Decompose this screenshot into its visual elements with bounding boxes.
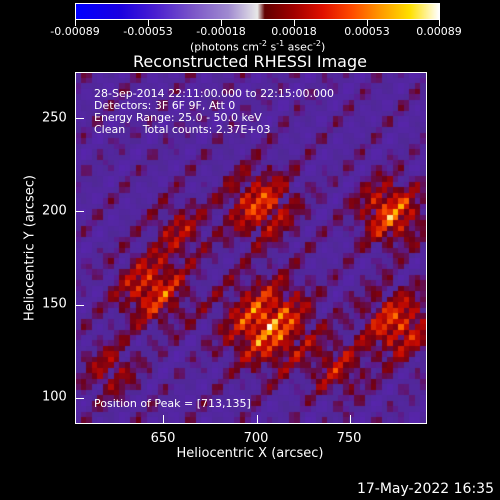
colorbar-units: (photons cm-2 s-1 asec-2) (190, 39, 326, 54)
x-tick-label: 650 (150, 431, 176, 446)
colorbar (75, 3, 440, 20)
info-detectors: Detectors: 3F 6F 9F, Att 0 (94, 99, 236, 112)
colorbar-tick (294, 20, 295, 26)
colorbar-tick (439, 20, 440, 26)
plot-title: Reconstructed RHESSI Image (133, 52, 367, 71)
x-tick-label: 750 (336, 431, 362, 446)
x-axis-title: Heliocentric X (arcsec) (176, 446, 324, 461)
y-tick-mark (76, 211, 84, 212)
colorbar-tick-label: 0.00089 (416, 25, 462, 38)
y-tick-label: 100 (42, 389, 67, 405)
y-tick-label: 150 (42, 296, 67, 312)
peak-position-label: Position of Peak = [713,135] (94, 397, 251, 410)
colorbar-tick-label: -0.00053 (123, 25, 173, 38)
y-tick-label: 250 (42, 110, 67, 126)
y-tick-label: 200 (42, 203, 67, 219)
colorbar-tick (148, 20, 149, 26)
heatmap-canvas (76, 73, 426, 423)
x-tick-mark (350, 415, 351, 423)
colorbar-tick-label: -0.00018 (196, 25, 246, 38)
x-tick-label: 700 (243, 431, 269, 446)
colorbar-tick-label: -0.00089 (50, 25, 100, 38)
info-energy-range: Energy Range: 25.0 - 50.0 keV (94, 111, 262, 124)
x-tick-mark (163, 415, 164, 423)
colorbar-tick-label: 0.00053 (344, 25, 390, 38)
colorbar-tick (367, 20, 368, 26)
x-tick-mark (257, 415, 258, 423)
rhessi-image-plot: 28-Sep-2014 22:11:00.000 to 22:15:00.000… (75, 72, 427, 424)
y-tick-mark (76, 305, 84, 306)
colorbar-tick (75, 20, 76, 26)
y-tick-mark (76, 398, 84, 399)
info-time-range: 28-Sep-2014 22:11:00.000 to 22:15:00.000 (94, 87, 334, 100)
y-axis-title: Heliocentric Y (arcsec) (22, 175, 38, 321)
y-tick-mark (76, 118, 84, 119)
info-clean-counts: Clean Total counts: 2.37E+03 (94, 123, 271, 136)
timestamp: 17-May-2022 16:35 (356, 481, 494, 497)
colorbar-tick-label: 0.00018 (271, 25, 317, 38)
colorbar-tick (221, 20, 222, 26)
